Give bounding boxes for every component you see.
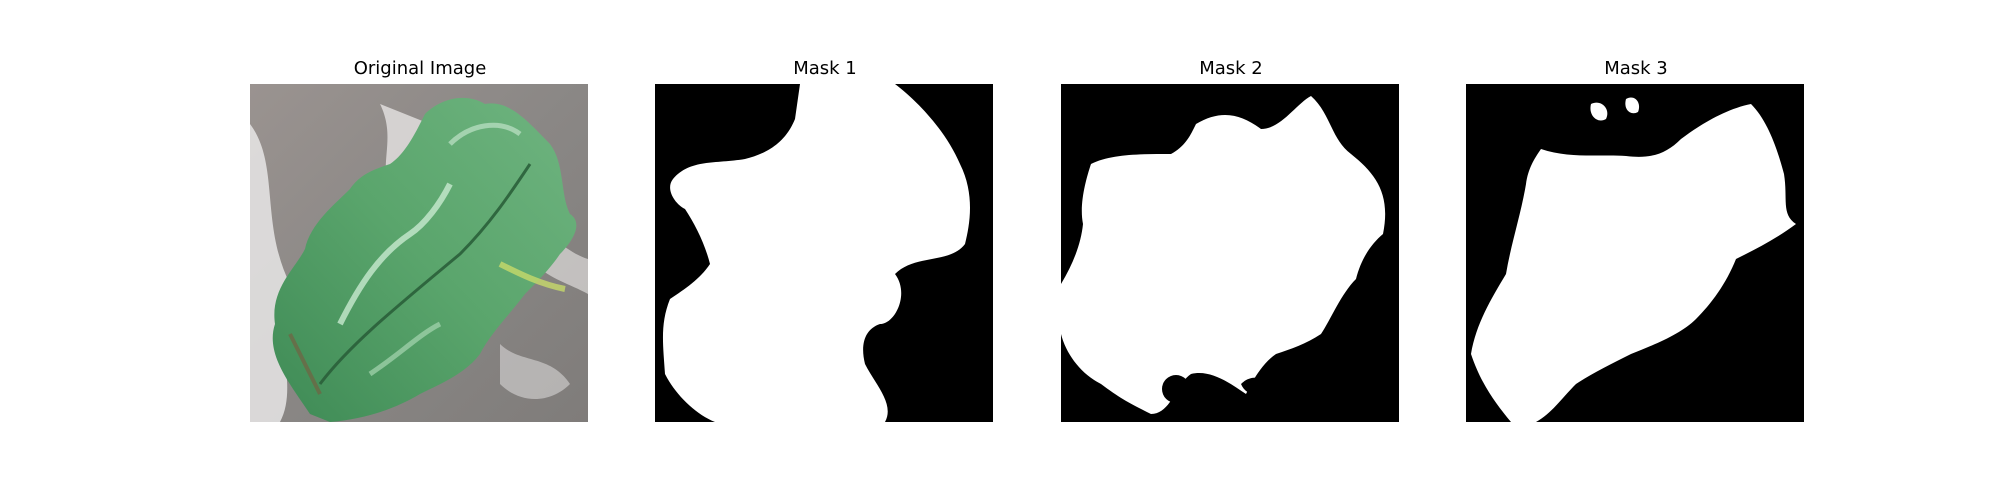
panel-mask-1: Mask 1 xyxy=(655,0,995,500)
panel-title-mask-3: Mask 3 xyxy=(1604,58,1668,79)
mask-3-image xyxy=(1466,84,1804,422)
panel-mask-3: Mask 3 xyxy=(1466,0,1806,500)
panel-original: Original Image xyxy=(250,0,590,500)
panel-title-mask-2: Mask 2 xyxy=(1199,58,1263,79)
mask-2-image xyxy=(1061,84,1399,422)
panel-mask-2: Mask 2 xyxy=(1061,0,1401,500)
panel-title-mask-1: Mask 1 xyxy=(793,58,857,79)
panel-title-original: Original Image xyxy=(353,58,487,79)
original-image xyxy=(250,84,588,422)
mask-1-image xyxy=(655,84,993,422)
